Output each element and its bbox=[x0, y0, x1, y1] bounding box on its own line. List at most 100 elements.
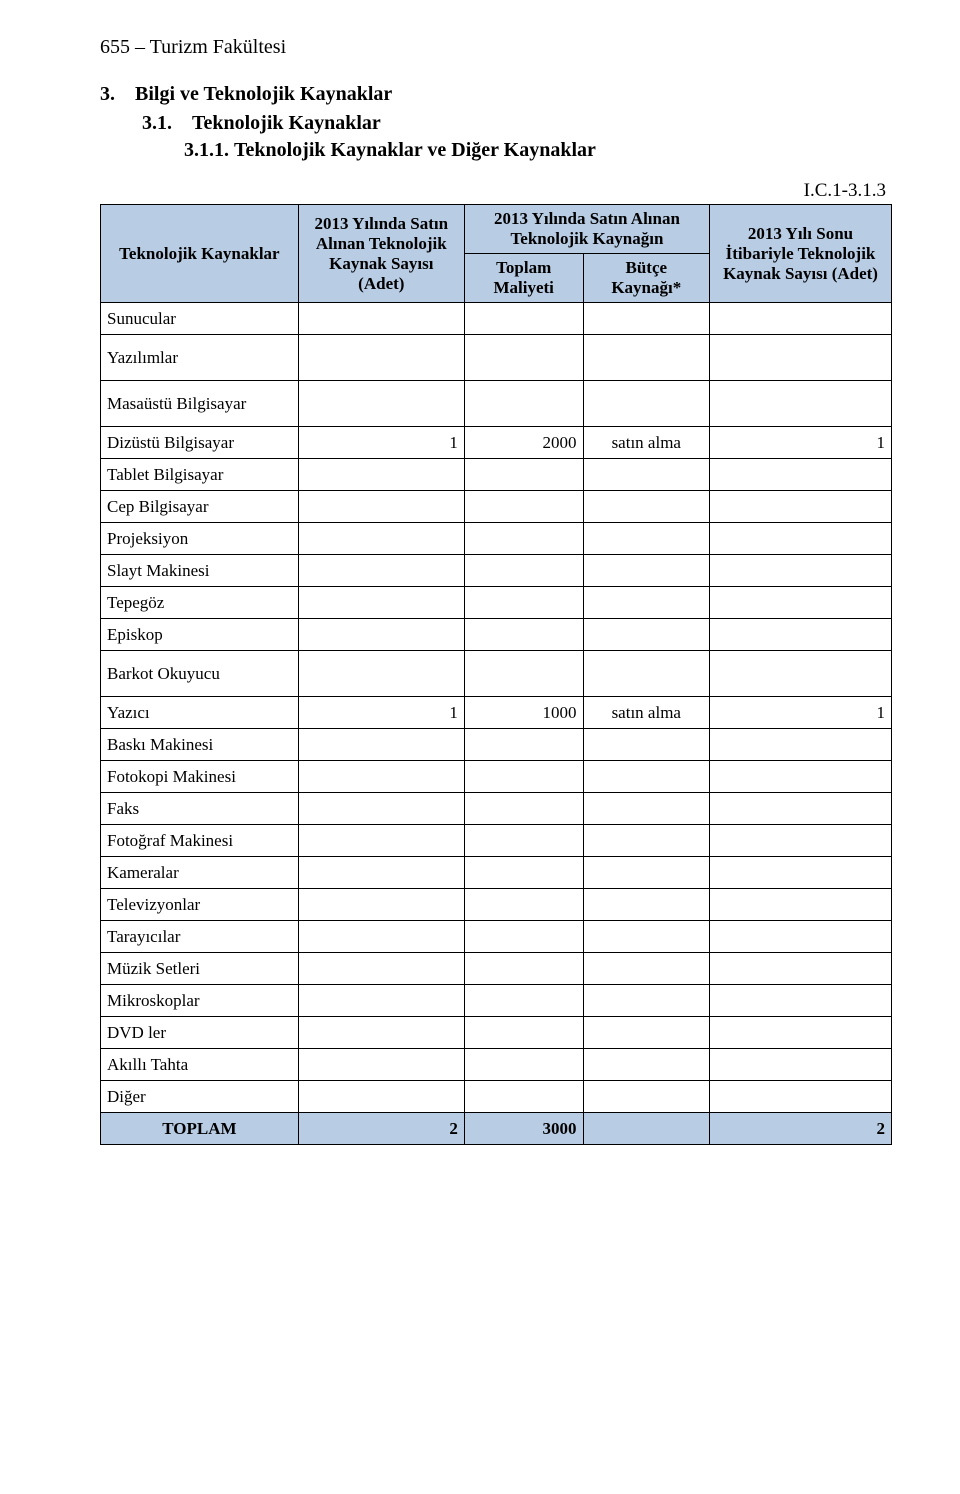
col-header-resource: Teknolojik Kaynaklar bbox=[101, 205, 299, 303]
cell-stock bbox=[710, 761, 892, 793]
cell-stock bbox=[710, 555, 892, 587]
cell-label: Fotoğraf Makinesi bbox=[101, 825, 299, 857]
cell-source bbox=[583, 857, 710, 889]
cell-qty bbox=[298, 651, 464, 697]
cell-label: Yazılımlar bbox=[101, 335, 299, 381]
table-row: Dizüstü Bilgisayar12000satın alma1 bbox=[101, 427, 892, 459]
cell-qty bbox=[298, 303, 464, 335]
cell-label: Projeksiyon bbox=[101, 523, 299, 555]
cell-cost bbox=[464, 651, 583, 697]
subsection-title: Teknolojik Kaynaklar bbox=[192, 112, 381, 134]
cell-label: Kameralar bbox=[101, 857, 299, 889]
cell-qty bbox=[298, 857, 464, 889]
cell-stock bbox=[710, 335, 892, 381]
cell-cost bbox=[464, 1017, 583, 1049]
cell-stock bbox=[710, 793, 892, 825]
cell-label: Tarayıcılar bbox=[101, 921, 299, 953]
cell-total-qty: 2 bbox=[298, 1113, 464, 1145]
subsection-number: 3.1. bbox=[142, 112, 172, 134]
cell-label: Diğer bbox=[101, 1081, 299, 1113]
cell-source bbox=[583, 523, 710, 555]
cell-qty bbox=[298, 335, 464, 381]
cell-qty bbox=[298, 555, 464, 587]
cell-stock bbox=[710, 729, 892, 761]
cell-cost bbox=[464, 523, 583, 555]
cell-cost bbox=[464, 491, 583, 523]
cell-stock bbox=[710, 303, 892, 335]
cell-cost: 2000 bbox=[464, 427, 583, 459]
cell-stock bbox=[710, 491, 892, 523]
table-row: Masaüstü Bilgisayar bbox=[101, 381, 892, 427]
cell-total-cost: 3000 bbox=[464, 1113, 583, 1145]
cell-label: Barkot Okuyucu bbox=[101, 651, 299, 697]
cell-source bbox=[583, 587, 710, 619]
cell-label: Televizyonlar bbox=[101, 889, 299, 921]
cell-total-source bbox=[583, 1113, 710, 1145]
table-row: Tarayıcılar bbox=[101, 921, 892, 953]
table-row: Cep Bilgisayar bbox=[101, 491, 892, 523]
cell-cost bbox=[464, 985, 583, 1017]
cell-stock bbox=[710, 651, 892, 697]
cell-total-stock: 2 bbox=[710, 1113, 892, 1145]
cell-label: Cep Bilgisayar bbox=[101, 491, 299, 523]
cell-label: DVD ler bbox=[101, 1017, 299, 1049]
cell-source: satın alma bbox=[583, 427, 710, 459]
table-row: Yazıcı11000satın alma1 bbox=[101, 697, 892, 729]
cell-qty bbox=[298, 889, 464, 921]
table-row: Yazılımlar bbox=[101, 335, 892, 381]
resources-table: Teknolojik Kaynaklar 2013 Yılında Satın … bbox=[100, 204, 892, 1145]
cell-stock bbox=[710, 619, 892, 651]
section-number: 3. bbox=[100, 83, 115, 105]
table-row: Televizyonlar bbox=[101, 889, 892, 921]
cell-stock bbox=[710, 857, 892, 889]
table-code: I.C.1-3.1.3 bbox=[100, 180, 892, 202]
table-row: Projeksiyon bbox=[101, 523, 892, 555]
cell-stock bbox=[710, 381, 892, 427]
cell-label: Mikroskoplar bbox=[101, 985, 299, 1017]
cell-cost bbox=[464, 1081, 583, 1113]
col-header-qty: 2013 Yılında Satın Alınan Teknolojik Kay… bbox=[298, 205, 464, 303]
cell-qty bbox=[298, 953, 464, 985]
cell-total-label: TOPLAM bbox=[101, 1113, 299, 1145]
cell-source bbox=[583, 761, 710, 793]
cell-stock bbox=[710, 889, 892, 921]
table-row: Sunucular bbox=[101, 303, 892, 335]
col-header-source: Bütçe Kaynağı* bbox=[583, 254, 710, 303]
table-row: DVD ler bbox=[101, 1017, 892, 1049]
cell-cost bbox=[464, 857, 583, 889]
cell-cost bbox=[464, 587, 583, 619]
col-header-stock: 2013 Yılı Sonu İtibariyle Teknolojik Kay… bbox=[710, 205, 892, 303]
cell-stock bbox=[710, 953, 892, 985]
cell-source: satın alma bbox=[583, 697, 710, 729]
cell-label: Slayt Makinesi bbox=[101, 555, 299, 587]
table-row: Kameralar bbox=[101, 857, 892, 889]
cell-stock bbox=[710, 459, 892, 491]
cell-stock bbox=[710, 1017, 892, 1049]
cell-cost bbox=[464, 1049, 583, 1081]
cell-qty bbox=[298, 825, 464, 857]
col-header-cost: Toplam Maliyeti bbox=[464, 254, 583, 303]
table-row: Fotokopi Makinesi bbox=[101, 761, 892, 793]
cell-qty bbox=[298, 1049, 464, 1081]
cell-label: Tepegöz bbox=[101, 587, 299, 619]
cell-label: Baskı Makinesi bbox=[101, 729, 299, 761]
cell-cost bbox=[464, 889, 583, 921]
cell-qty bbox=[298, 1081, 464, 1113]
cell-qty bbox=[298, 1017, 464, 1049]
cell-stock bbox=[710, 825, 892, 857]
cell-source bbox=[583, 1049, 710, 1081]
subsubsection-number: 3.1.1. bbox=[184, 139, 229, 161]
cell-stock bbox=[710, 523, 892, 555]
table-header: Teknolojik Kaynaklar 2013 Yılında Satın … bbox=[101, 205, 892, 303]
cell-stock bbox=[710, 1049, 892, 1081]
subsubsection-heading: 3.1.1. Teknolojik Kaynaklar ve Diğer Kay… bbox=[184, 139, 892, 162]
table-row: Faks bbox=[101, 793, 892, 825]
table-row: Slayt Makinesi bbox=[101, 555, 892, 587]
cell-qty bbox=[298, 729, 464, 761]
cell-source bbox=[583, 825, 710, 857]
cell-cost bbox=[464, 555, 583, 587]
cell-stock bbox=[710, 1081, 892, 1113]
page: 655 – Turizm Fakültesi 3. Bilgi ve Tekno… bbox=[0, 0, 960, 1494]
cell-cost bbox=[464, 825, 583, 857]
table-row-total: TOPLAM230002 bbox=[101, 1113, 892, 1145]
